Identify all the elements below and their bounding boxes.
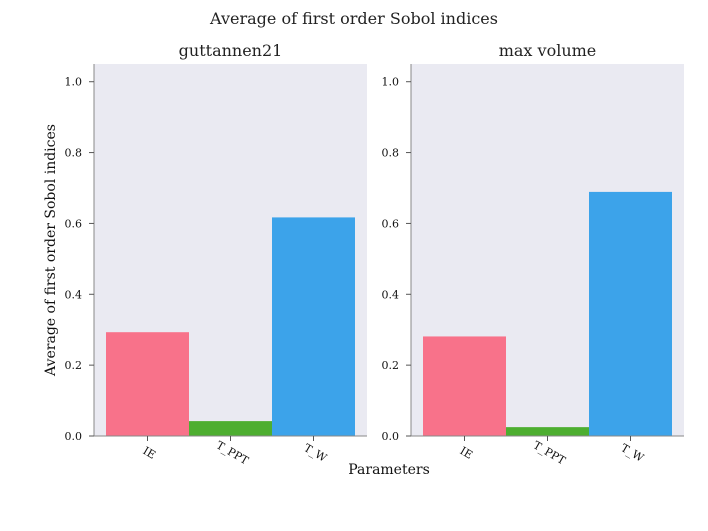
y-tick-label: 0.2	[65, 359, 83, 372]
y-tick-label: 0.8	[65, 147, 83, 160]
y-tick-label: 0.0	[382, 430, 400, 443]
x-tick-label: IE	[141, 444, 158, 461]
bar	[589, 191, 672, 436]
x-tick-label: T_PPT	[214, 439, 251, 468]
chart-panel: max volume 0.0 0.2 0.4 0.6 0.8 1.0 IE T_PPT T_W	[382, 41, 684, 468]
y-tick-label: 0.2	[382, 359, 400, 372]
y-tick-label: 0.0	[65, 430, 83, 443]
panel-title: guttannen21	[179, 41, 283, 60]
bar	[106, 332, 189, 436]
bar	[423, 336, 506, 436]
bar	[272, 217, 355, 436]
y-tick-label: 0.6	[382, 217, 400, 230]
y-tick-label: 0.6	[65, 217, 83, 230]
bar	[506, 427, 589, 436]
x-tick-label: T_PPT	[531, 439, 568, 468]
x-tick-label: T_W	[302, 441, 330, 465]
y-tick-label: 0.4	[382, 288, 400, 301]
y-axis-label: Average of first order Sobol indices	[43, 124, 59, 377]
x-axis-label: Parameters	[348, 462, 430, 478]
y-tick-label: 1.0	[65, 76, 83, 89]
bar	[189, 421, 272, 436]
x-tick-label: T_W	[619, 441, 647, 465]
x-tick-label: IE	[458, 444, 475, 461]
y-tick-label: 1.0	[382, 76, 400, 89]
y-tick-label: 0.4	[65, 288, 83, 301]
figure-title: Average of first order Sobol indices	[209, 9, 498, 28]
y-tick-label: 0.8	[382, 147, 400, 160]
chart-panel: guttannen21 0.0 0.2 0.4 0.6 0.8 1.0 IE T_PPT T_W	[65, 41, 367, 468]
panel-title: max volume	[499, 41, 597, 60]
